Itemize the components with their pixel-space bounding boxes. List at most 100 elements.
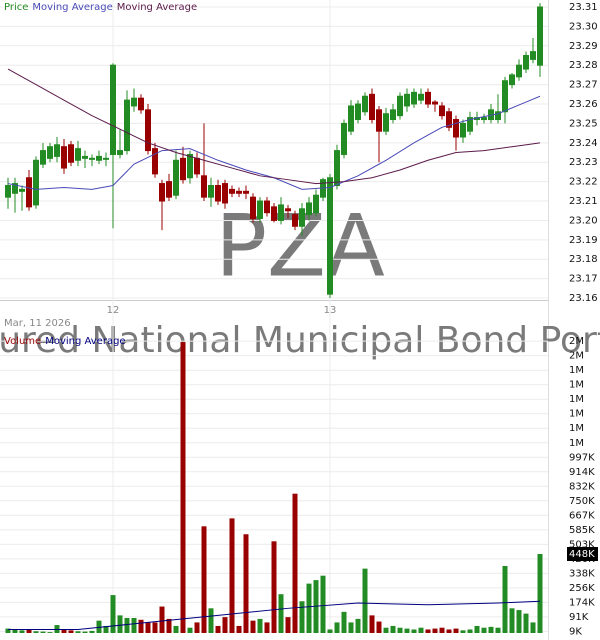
y-tick-label: 23.17 [569, 274, 598, 285]
y-tick-label: 997K [569, 452, 595, 463]
volume-bar [495, 627, 501, 633]
volume-bar [383, 627, 389, 633]
candle-body [180, 157, 186, 181]
volume-bar [425, 629, 431, 633]
candle-body [439, 105, 445, 117]
volume-bar [89, 630, 95, 633]
volume-bar [530, 622, 536, 633]
volume-bar [173, 625, 179, 633]
volume-bar [124, 618, 130, 633]
volume-bar [159, 606, 165, 633]
candle-body [19, 188, 25, 192]
candle-body [355, 103, 361, 121]
volume-bar [194, 622, 200, 633]
volume-bar [474, 625, 480, 633]
candle-body [453, 119, 459, 138]
candle-body [187, 153, 193, 179]
volume-bar [341, 611, 347, 633]
volume-bar [145, 622, 151, 633]
volume-bar [26, 629, 32, 633]
volume-bar [117, 615, 123, 633]
y-tick-label: 1M [569, 409, 584, 420]
y-tick-label: 23.25 [569, 118, 598, 129]
candle-body [495, 111, 501, 121]
candle-body [215, 185, 221, 202]
candle-body [306, 202, 312, 216]
volume-bar [299, 601, 305, 633]
volume-bar [292, 493, 298, 633]
candle-body [299, 208, 305, 227]
volume-bar [285, 617, 291, 633]
candle-body [390, 109, 396, 121]
volume-bar [362, 568, 368, 633]
y-tick-label: 9K [569, 626, 582, 637]
candle-body [54, 144, 60, 157]
candle-body [502, 80, 508, 113]
volume-bar [166, 618, 172, 633]
candle-body [348, 105, 354, 132]
y-tick-label: 585K [569, 525, 595, 536]
volume-bar [243, 534, 249, 633]
y-tick-label: 256K [569, 583, 595, 594]
candle-body [110, 64, 116, 155]
candle-body [481, 117, 487, 121]
volume-bar [187, 627, 193, 633]
volume-bar [40, 631, 46, 633]
last-value-label: 448K [569, 549, 595, 560]
volume-bar [453, 628, 459, 633]
volume-bar [376, 621, 382, 633]
volume-bar [481, 627, 487, 633]
volume-bar [222, 617, 228, 633]
y-tick-label: 503K [569, 539, 595, 550]
candle-body [152, 148, 158, 175]
candle-body [523, 54, 529, 70]
volume-bar [12, 629, 18, 633]
candle-body [26, 177, 32, 208]
volume-bar [110, 595, 116, 633]
candle-body [467, 117, 473, 132]
volume-bar [19, 630, 25, 633]
y-tick-label: 23.16 [569, 293, 598, 304]
candle-body [96, 155, 102, 161]
x-tick-label: 12 [107, 305, 120, 316]
legend-entry: Moving Average [117, 2, 197, 13]
volume-bar [369, 615, 375, 633]
y-tick-label: 23.27 [569, 80, 598, 91]
candle-body [460, 122, 466, 138]
candle-body [327, 177, 333, 295]
volume-bar [236, 625, 242, 633]
candle-body [117, 150, 123, 155]
volume-bar [460, 630, 466, 633]
candle-body [33, 159, 39, 206]
volume-bar [390, 625, 396, 633]
volume-bar [5, 628, 11, 633]
candle-body [411, 91, 417, 105]
candle-body [278, 204, 284, 221]
candle-body [516, 64, 522, 78]
candle-body [173, 159, 179, 196]
candle-body [404, 93, 410, 107]
y-tick-label: 2M [569, 336, 584, 347]
candle-body [432, 101, 438, 105]
volume-bar [75, 631, 81, 633]
legend-entry: Moving Average [45, 336, 125, 347]
candle-body [425, 91, 431, 105]
candle-body [285, 208, 291, 212]
y-tick-label: 174K [569, 597, 595, 608]
y-tick-label: 1M [569, 380, 584, 391]
candle-body [446, 111, 452, 128]
y-tick-label: 23.23 [569, 157, 598, 168]
y-tick-label: 338K [569, 568, 595, 579]
candle-body [236, 190, 242, 194]
legend: Price Moving Average Moving Average [4, 2, 197, 13]
volume-bar [103, 625, 109, 633]
y-tick-label: 23.31 [569, 2, 598, 13]
y-tick-label: 23.30 [569, 21, 598, 32]
candle-body [82, 155, 88, 159]
last-value-box [567, 547, 598, 562]
y-tick-label: 91K [569, 612, 589, 623]
y-tick-label: 750K [569, 496, 595, 507]
legend-entry: Moving Average [32, 2, 112, 13]
